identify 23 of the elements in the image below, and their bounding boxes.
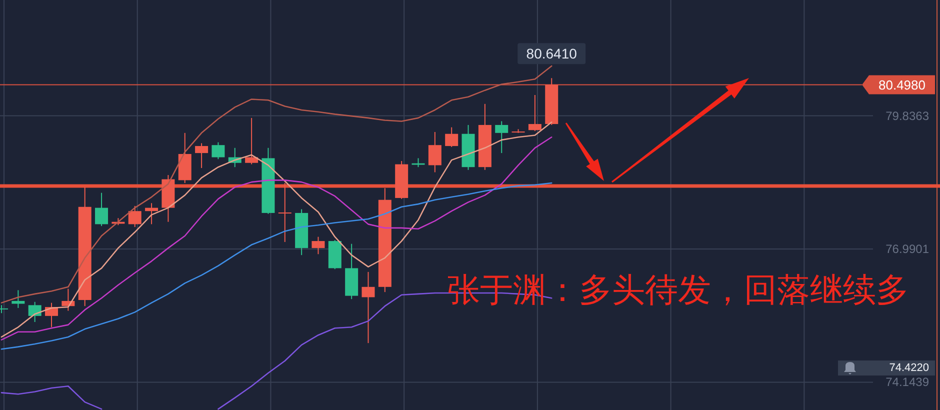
line-series: [0, 182, 552, 350]
candlestick: [12, 290, 25, 308]
y-tick-label: 79.8363: [886, 108, 930, 123]
text: 74.4220: [889, 362, 929, 374]
candlestick: [362, 271, 375, 344]
candlestick: [445, 126, 458, 148]
line-series: [0, 65, 552, 304]
candlestick: [495, 120, 508, 154]
candlestick: [195, 142, 208, 169]
candlestick: [528, 94, 542, 132]
ref-line-label: 80.4980: [878, 77, 926, 92]
candlestick: [312, 236, 325, 255]
candlestick: [428, 131, 442, 173]
candlestick: [278, 182, 292, 242]
candlestick: [28, 301, 42, 323]
candlestick: [145, 202, 158, 225]
y-tick-label: 74.1439: [886, 375, 930, 390]
candlestick: [95, 192, 108, 227]
annotation: 80.6410: [526, 46, 578, 62]
candlestick: [128, 205, 142, 228]
y-tick-label: 76.9901: [886, 242, 930, 256]
candlestick: [212, 142, 225, 160]
candlestick: [245, 117, 258, 165]
